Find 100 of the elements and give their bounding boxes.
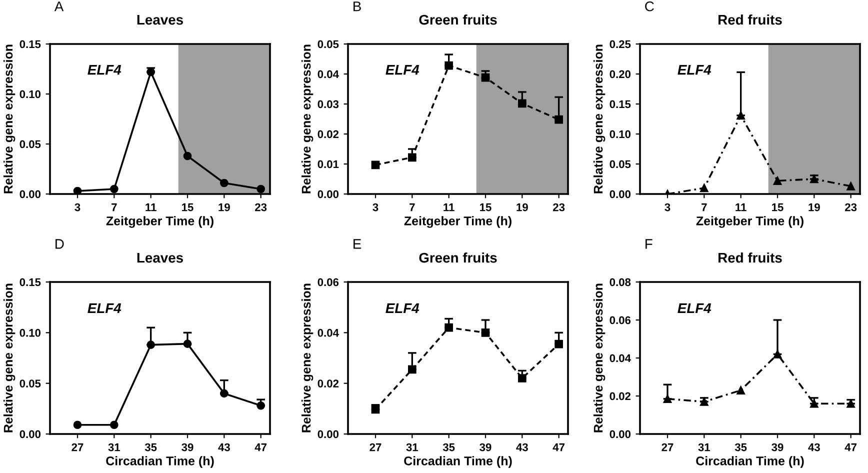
x-tick-label: 27 — [72, 443, 84, 452]
y-tick-label: 0.25 — [610, 40, 631, 48]
y-tick-label: 0.10 — [20, 90, 41, 98]
x-tick-label: 27 — [370, 443, 382, 452]
x-tick-label: 47 — [844, 443, 857, 452]
y-tick-label: 0.04 — [318, 328, 339, 337]
y-tick-label: 0.04 — [318, 70, 339, 78]
y-axis-title: Relative gene expression — [301, 44, 314, 194]
point — [110, 184, 118, 194]
x-tick-label: 31 — [698, 443, 710, 452]
x-tick-label: 7 — [702, 203, 707, 212]
chart-title: Leaves — [137, 15, 183, 25]
point — [220, 389, 228, 398]
x-tick-label: 11 — [444, 203, 454, 212]
y-tick-label: 0.15 — [20, 40, 41, 48]
annotation: ELF4 — [386, 303, 420, 313]
point — [256, 184, 265, 194]
y-tick-label: 0.06 — [610, 316, 631, 324]
y-tick-label: 0.02 — [318, 130, 339, 138]
y-tick-label: 0.00 — [20, 430, 41, 438]
x-tick-label: 15 — [480, 203, 492, 212]
x-tick-label: 31 — [108, 443, 120, 452]
y-tick-label: 0.02 — [610, 392, 631, 400]
x-tick-label: 19 — [808, 203, 820, 212]
point — [146, 68, 155, 76]
annotation: ELF4 — [88, 65, 122, 75]
chart-title: Green fruits — [419, 252, 497, 263]
text: E — [354, 239, 362, 249]
x-tick-label: 19 — [516, 203, 528, 212]
x-tick-label: 47 — [254, 443, 267, 452]
y-tick-label: 0.05 — [20, 140, 41, 148]
point — [736, 386, 745, 394]
y-tick-label: 0.05 — [20, 380, 41, 388]
point — [444, 61, 453, 70]
y-axis-title: Relative gene expression — [3, 284, 16, 432]
y-tick-label: 0.03 — [318, 100, 339, 108]
x-axis-title: Circadian Time (h) — [404, 456, 512, 468]
point — [518, 99, 526, 108]
x-axis-title: Zeitgeber Time (h) — [696, 216, 804, 228]
x-axis-title: Zeitgeber Time (h) — [404, 216, 512, 228]
point — [518, 374, 526, 382]
y-tick-label: 0.05 — [610, 160, 631, 168]
y-tick-label: 0.00 — [610, 190, 631, 198]
text: B — [354, 2, 361, 12]
y-tick-label: 0.01 — [318, 160, 339, 168]
chart-title: Green fruits — [419, 14, 497, 25]
y-tick-label: 0.00 — [318, 190, 339, 198]
x-tick-label: 23 — [553, 203, 565, 212]
x-tick-label: 7 — [410, 203, 415, 212]
point — [73, 186, 82, 194]
point — [846, 399, 855, 408]
x-tick-label: 43 — [808, 443, 820, 452]
point — [146, 340, 155, 349]
y-tick-label: 0.10 — [610, 130, 631, 138]
x-tick-label: 35 — [442, 443, 455, 452]
y-tick-label: 0.02 — [318, 380, 339, 388]
y-axis-title: Relative gene expression — [593, 284, 606, 432]
point — [444, 323, 453, 332]
x-tick-label: 23 — [845, 203, 857, 212]
point — [110, 420, 118, 430]
point — [183, 340, 192, 348]
x-tick-label: 39 — [772, 443, 784, 452]
y-tick-label: 0.10 — [20, 328, 41, 337]
x-axis-title: Circadian Time (h) — [106, 456, 214, 468]
point — [481, 73, 490, 82]
point — [846, 182, 855, 190]
point — [736, 111, 745, 120]
x-tick-label: 11 — [736, 203, 746, 212]
point — [73, 420, 82, 430]
point — [371, 405, 380, 414]
x-tick-label: 19 — [218, 203, 230, 212]
y-tick-label: 0.20 — [610, 70, 631, 78]
point — [700, 184, 708, 192]
annotation: ELF4 — [678, 65, 712, 75]
x-tick-label: 35 — [144, 443, 157, 452]
x-tick-label: 31 — [406, 443, 418, 452]
y-axis-title: Relative gene expression — [301, 284, 314, 432]
x-tick-label: 15 — [182, 203, 194, 212]
x-tick-label: 43 — [218, 443, 230, 452]
point — [810, 174, 818, 184]
chart-title: Leaves — [137, 253, 183, 263]
x-tick-label: 7 — [112, 203, 117, 212]
x-tick-label: 43 — [516, 443, 528, 452]
x-axis-title: Zeitgeber Time (h) — [106, 216, 214, 228]
text: C — [645, 1, 654, 12]
y-tick-label: 0.04 — [610, 354, 631, 362]
text: A — [54, 2, 64, 12]
y-tick-label: 0.15 — [20, 278, 41, 286]
x-tick-label: 3 — [372, 203, 378, 212]
x-tick-label: 27 — [662, 443, 674, 452]
y-tick-label: 0.15 — [610, 100, 631, 108]
x-tick-label: 47 — [552, 443, 565, 452]
y-tick-label: 0.08 — [610, 278, 631, 286]
annotation: ELF4 — [88, 303, 122, 313]
chart-title: Red fruits — [718, 252, 782, 263]
y-tick-label: 0.00 — [318, 430, 339, 438]
chart-title: Red fruits — [718, 14, 782, 25]
y-axis-title: Relative gene expression — [3, 44, 16, 194]
point — [663, 394, 672, 404]
x-tick-label: 35 — [734, 443, 747, 452]
